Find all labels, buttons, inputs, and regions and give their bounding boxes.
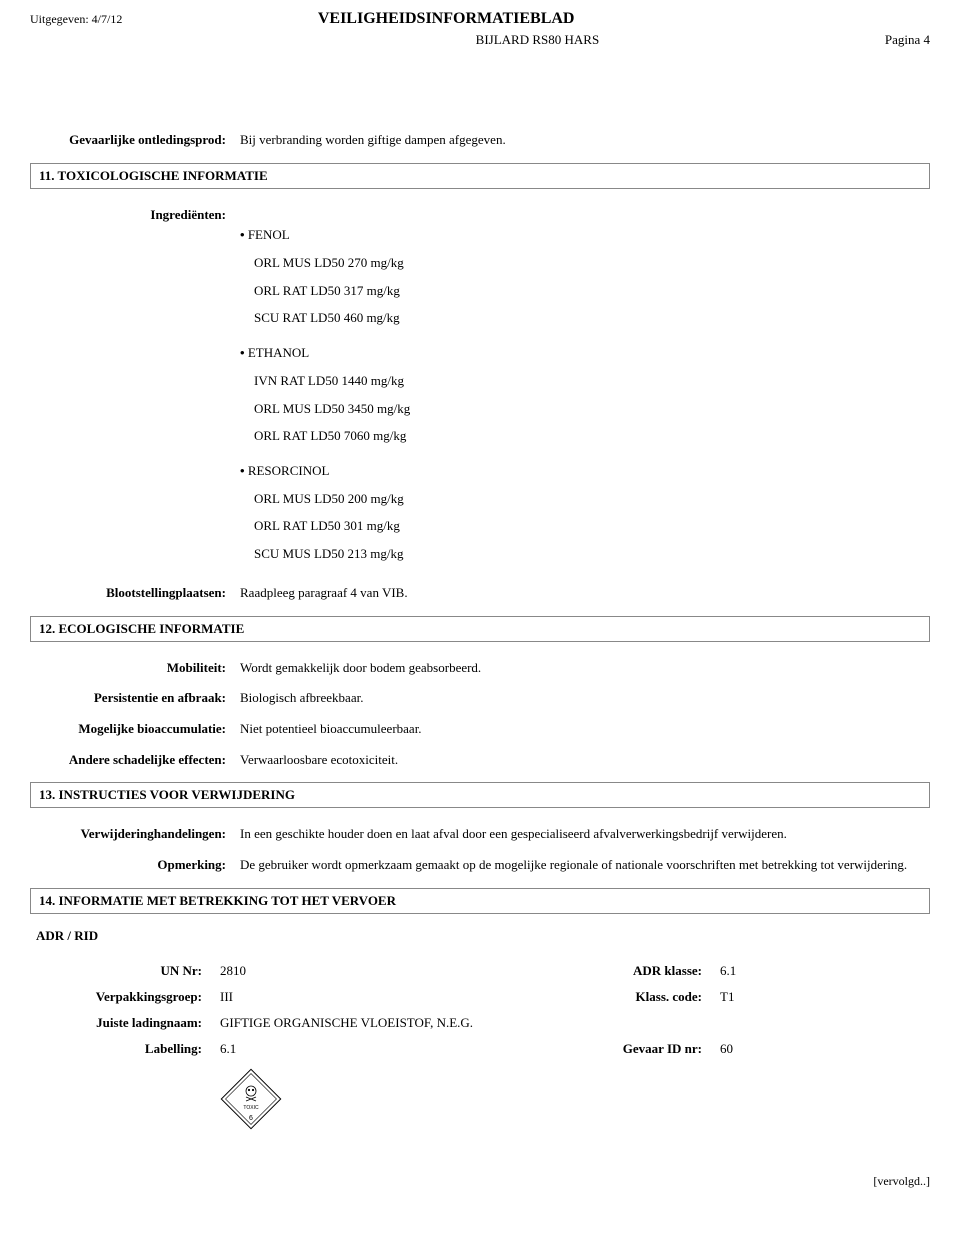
page-number: Pagina 4 [885,32,930,48]
ingredient-line: ORL MUS LD50 270 mg/kg [254,249,930,276]
hazardous-decomp-label: Gevaarlijke ontledingsprod: [30,128,240,153]
ingredient-name: ETHANOL [240,345,930,361]
section-13-header: 13. INSTRUCTIES VOOR VERWIJDERING [30,782,930,808]
other-effects-value: Verwaarloosbare ecotoxiciteit. [240,748,930,773]
remark-value: De gebruiker wordt opmerkzaam gemaakt op… [240,853,930,878]
product-name: BIJLARD RS80 HARS [190,32,885,48]
transport-row: Labelling: 6.1 Gevaar ID nr: 60 [30,1036,930,1062]
ingredient-ethanol: ETHANOL IVN RAT LD50 1440 mg/kg ORL MUS … [240,345,930,449]
page-header: Uitgegeven: 4/7/12 VEILIGHEIDSINFORMATIE… [30,10,930,28]
gevaar-id-value: 60 [720,1036,930,1062]
exposure-value: Raadpleeg paragraaf 4 van VIB. [240,581,930,606]
shipping-name-label: Juiste ladingnaam: [30,1010,220,1036]
class-6-label: 6 [249,1115,253,1122]
empty-value [720,1010,930,1036]
continued-footer: [vervolgd..] [30,1174,930,1189]
ingredient-fenol: FENOL ORL MUS LD50 270 mg/kg ORL RAT LD5… [240,227,930,331]
shipping-name-value: GIFTIGE ORGANISCHE VLOEISTOF, N.E.G. [220,1010,590,1036]
klass-code-label: Klass. code: [590,984,720,1010]
hazardous-decomp-value: Bij verbranding worden giftige dampen af… [240,128,930,153]
remark-label: Opmerking: [30,853,240,878]
mobility-row: Mobiliteit: Wordt gemakkelijk door bodem… [30,656,930,681]
remark-row: Opmerking: De gebruiker wordt opmerkzaam… [30,853,930,878]
ingredient-line: ORL RAT LD50 317 mg/kg [254,277,930,304]
ingredients-label: Ingrediënten: [30,203,240,228]
labelling-value: 6.1 [220,1036,590,1062]
adr-klasse-value: 6.1 [720,958,930,984]
un-nr-label: UN Nr: [30,958,220,984]
bioaccumulation-label: Mogelijke bioaccumulatie: [30,717,240,742]
ingredient-name: FENOL [240,227,930,243]
ingredient-name: RESORCINOL [240,463,930,479]
ingredient-line: ORL MUS LD50 3450 mg/kg [254,395,930,422]
transport-grid: UN Nr: 2810 ADR klasse: 6.1 Verpakkingsg… [30,958,930,1062]
disposal-ops-row: Verwijderinghandelingen: In een geschikt… [30,822,930,847]
klass-code-value: T1 [720,984,930,1010]
exposure-label: Blootstellingplaatsen: [30,581,240,606]
un-nr-value: 2810 [220,958,590,984]
ingredient-line: SCU MUS LD50 213 mg/kg [254,540,930,567]
transport-row: UN Nr: 2810 ADR klasse: 6.1 [30,958,930,984]
bioaccumulation-value: Niet potentieel bioaccumuleerbaar. [240,717,930,742]
ingredient-resorcinol: RESORCINOL ORL MUS LD50 200 mg/kg ORL RA… [240,463,930,567]
verpakkings-label: Verpakkingsgroep: [30,984,220,1010]
transport-row: Juiste ladingnaam: GIFTIGE ORGANISCHE VL… [30,1010,930,1036]
ingredients-row: Ingrediënten: [30,203,930,228]
other-effects-label: Andere schadelijke effecten: [30,748,240,773]
ingredient-line: SCU RAT LD50 460 mg/kg [254,304,930,331]
ingredient-line: ORL RAT LD50 7060 mg/kg [254,422,930,449]
adr-klasse-label: ADR klasse: [590,958,720,984]
exposure-row: Blootstellingplaatsen: Raadpleeg paragra… [30,581,930,606]
page-subheader: BIJLARD RS80 HARS Pagina 4 [30,32,930,48]
other-effects-row: Andere schadelijke effecten: Verwaarloos… [30,748,930,773]
transport-row: Verpakkingsgroep: III Klass. code: T1 [30,984,930,1010]
adr-rid-header: ADR / RID [30,928,930,944]
persistence-value: Biologisch afbreekbaar. [240,686,930,711]
gevaar-id-label: Gevaar ID nr: [590,1036,720,1062]
verpakkings-value: III [220,984,590,1010]
section-12-header: 12. ECOLOGISCHE INFORMATIE [30,616,930,642]
labelling-label: Labelling: [30,1036,220,1062]
disposal-ops-value: In een geschikte houder doen en laat afv… [240,822,930,847]
persistence-row: Persistentie en afbraak: Biologisch afbr… [30,686,930,711]
toxic-label: TOXIC [243,1105,259,1111]
mobility-value: Wordt gemakkelijk door bodem geabsorbeer… [240,656,930,681]
hazardous-decomp-row: Gevaarlijke ontledingsprod: Bij verbrand… [30,128,930,153]
ingredient-line: ORL MUS LD50 200 mg/kg [254,485,930,512]
persistence-label: Persistentie en afbraak: [30,686,240,711]
mobility-label: Mobiliteit: [30,656,240,681]
hazard-diamond-icon: TOXIC 6 [220,1068,930,1134]
section-14-header: 14. INFORMATIE MET BETREKKING TOT HET VE… [30,888,930,914]
section-11-header: 11. TOXICOLOGISCHE INFORMATIE [30,163,930,189]
page-title: VEILIGHEIDSINFORMATIEBLAD [42,10,850,28]
disposal-ops-label: Verwijderinghandelingen: [30,822,240,847]
bioaccumulation-row: Mogelijke bioaccumulatie: Niet potentiee… [30,717,930,742]
ingredient-line: ORL RAT LD50 301 mg/kg [254,512,930,539]
empty-label [590,1010,720,1036]
ingredient-line: IVN RAT LD50 1440 mg/kg [254,367,930,394]
